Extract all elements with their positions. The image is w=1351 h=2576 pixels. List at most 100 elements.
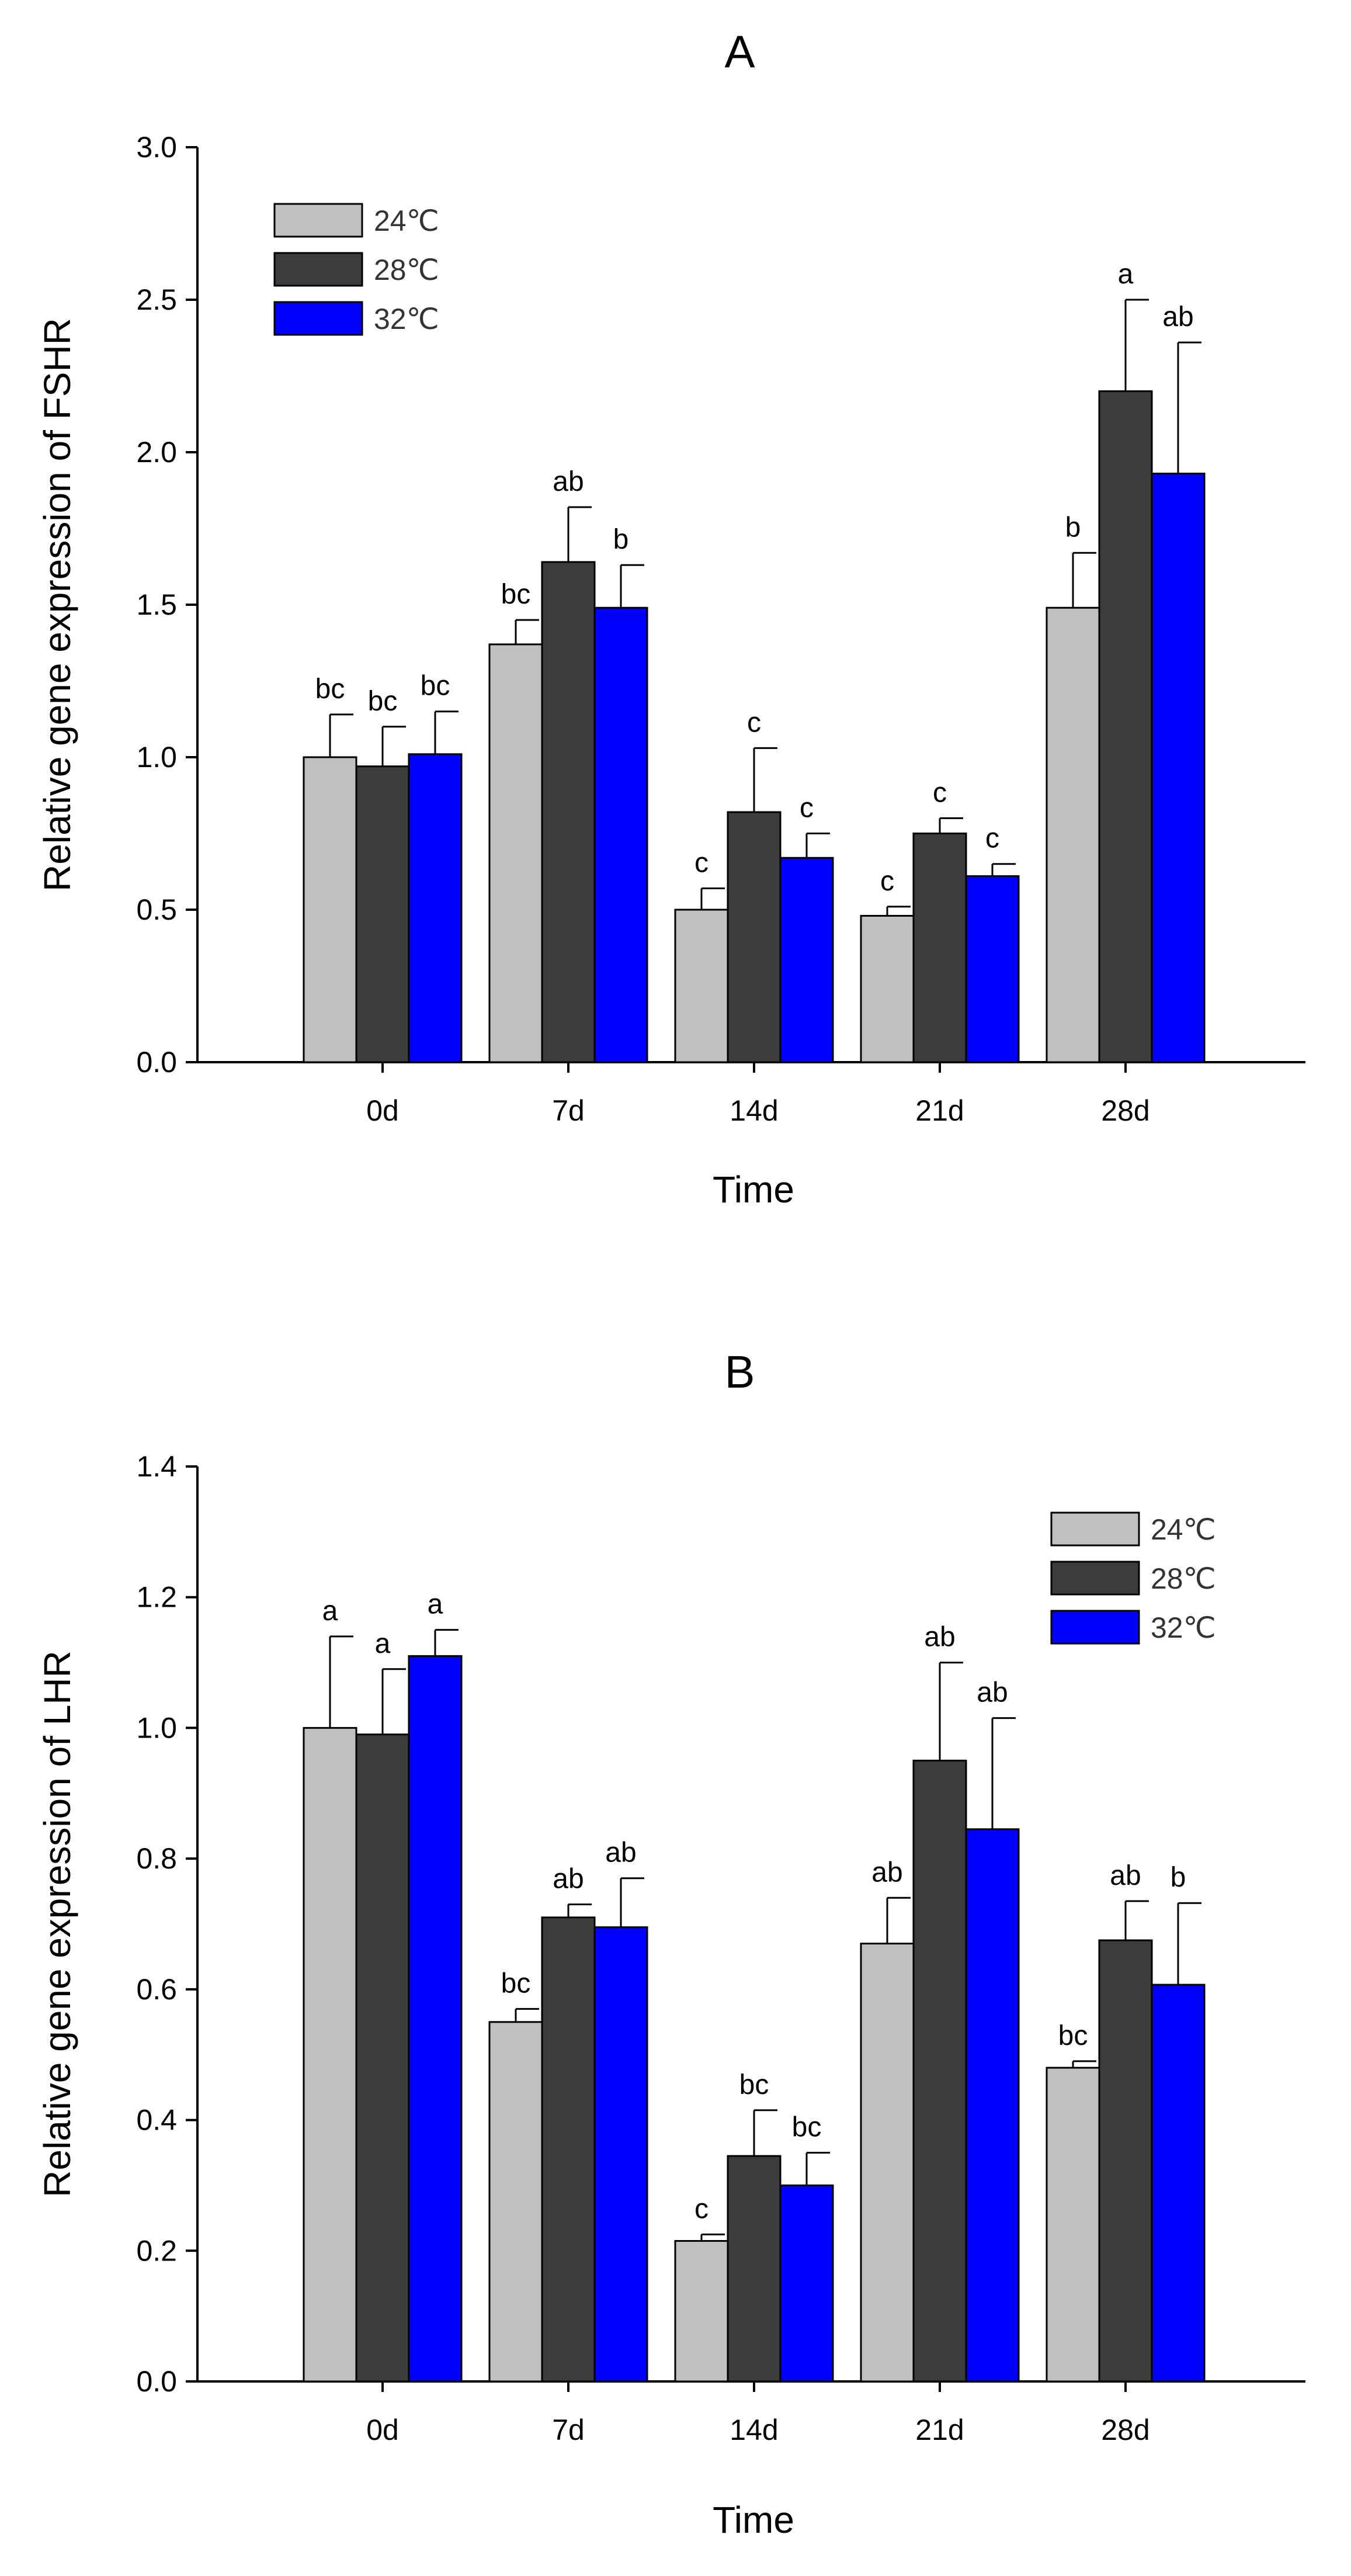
bar (593, 1926, 648, 2383)
bar (1098, 1939, 1153, 2383)
significance-label: bc (792, 2112, 822, 2143)
bar (912, 1759, 967, 2383)
legend-label: 24℃ (1151, 1513, 1216, 1546)
legend-swatch (1050, 1610, 1140, 1645)
bar (1046, 2067, 1100, 2383)
bar (912, 833, 967, 1063)
x-tick-label: 0d (366, 2414, 399, 2446)
y-tick-label: 2.5 (136, 283, 177, 316)
bar (303, 756, 357, 1063)
bar (965, 875, 1020, 1063)
significance-label: bc (315, 674, 345, 705)
y-tick-label: 0.5 (136, 893, 177, 926)
bar (1046, 606, 1100, 1063)
chart-title: A (724, 26, 755, 77)
significance-label: bc (739, 2069, 769, 2100)
x-tick-label: 0d (366, 1094, 399, 1127)
significance-label: ab (605, 1837, 636, 1868)
x-tick-label: 7d (552, 2414, 585, 2446)
significance-label: b (1171, 1862, 1186, 1893)
bar (965, 1828, 1020, 2383)
legend-swatch (1050, 1561, 1140, 1596)
bar (727, 811, 782, 1063)
x-tick-label: 28d (1101, 1094, 1149, 1127)
y-tick-label: 0.2 (136, 2234, 177, 2267)
x-axis-label: Time (713, 2499, 794, 2541)
y-tick-label: 1.2 (136, 1581, 177, 1614)
significance-label: ab (553, 1863, 584, 1894)
y-tick-label: 1.4 (136, 1450, 177, 1483)
significance-label: ab (1162, 301, 1193, 332)
bar (779, 857, 834, 1063)
bar (593, 606, 648, 1063)
legend-swatch (273, 301, 363, 336)
x-tick-label: 14d (730, 1094, 778, 1127)
bar (727, 2155, 782, 2383)
significance-label: c (985, 823, 999, 854)
significance-label: b (613, 524, 629, 555)
significance-label: c (747, 707, 761, 738)
y-tick-label: 0.6 (136, 1973, 177, 2006)
significance-label: ab (924, 1622, 955, 1653)
significance-label: a (322, 1596, 338, 1627)
legend-label: 32℃ (1151, 1611, 1216, 1644)
bar (408, 753, 463, 1063)
bar (779, 2184, 834, 2383)
y-tick-label: 3.0 (136, 131, 177, 164)
significance-label: c (694, 847, 709, 878)
y-tick-label: 2.0 (136, 436, 177, 469)
legend-swatch (273, 252, 363, 287)
significance-label: c (800, 793, 814, 824)
x-axis-label: Time (713, 1169, 794, 1211)
legend-label: 28℃ (374, 254, 439, 286)
legend-label: 32℃ (374, 303, 439, 335)
bar (1151, 473, 1206, 1063)
chart-title: B (724, 1346, 755, 1398)
legend-swatch (1050, 1511, 1140, 1547)
y-axis-label: Relative gene expression of LHR (36, 1651, 78, 2197)
x-tick-label: 14d (730, 2414, 778, 2446)
significance-label: ab (1110, 1860, 1141, 1891)
significance-label: bc (1058, 2020, 1088, 2051)
chart-b-lhr: B 0.0 0.2 0.4 0.6 0.8 1.0 1.2 1.4 Relative gene e… (36, 1346, 1305, 2541)
significance-label: ab (553, 466, 584, 497)
y-tick-label: 1.0 (136, 1711, 177, 1744)
significance-label: ab (871, 1857, 902, 1888)
significance-label: bc (368, 686, 398, 717)
y-tick-label: 0.0 (136, 1046, 177, 1079)
bar (408, 1655, 463, 2383)
significance-label: a (375, 1628, 391, 1659)
x-tick-label: 28d (1101, 2414, 1149, 2446)
significance-label: c (880, 866, 894, 897)
legend-label: 24℃ (374, 204, 439, 237)
significance-label: c (694, 2193, 709, 2224)
bar (303, 1726, 357, 2383)
bar (541, 561, 596, 1063)
bar (1151, 1984, 1206, 2383)
bar (355, 765, 410, 1063)
significance-label: ab (977, 1677, 1008, 1708)
x-tick-label: 7d (552, 1094, 585, 1127)
bar (355, 1733, 410, 2383)
legend-swatch (273, 203, 363, 238)
significance-label: bc (501, 1968, 531, 1999)
y-tick-label: 1.0 (136, 741, 177, 774)
significance-label: bc (421, 671, 450, 702)
legend-label: 28℃ (1151, 1562, 1216, 1595)
significance-label: a (1118, 259, 1134, 290)
bar (674, 909, 729, 1063)
bar (860, 914, 915, 1063)
x-tick-label: 21d (915, 1094, 964, 1127)
y-tick-label: 0.0 (136, 2365, 177, 2398)
bar (1098, 390, 1153, 1063)
significance-label: bc (501, 579, 531, 610)
bar (488, 2021, 543, 2383)
x-tick-label: 21d (915, 2414, 964, 2446)
bar (860, 1943, 915, 2383)
y-tick-label: 1.5 (136, 588, 177, 621)
chart-a-fshr: A 0.0 0.5 1.0 1.5 2.0 2.5 3.0 Relative gene expr… (36, 26, 1305, 1211)
y-axis-label: Relative gene expression of FSHR (36, 318, 78, 892)
bar (488, 643, 543, 1063)
significance-label: b (1065, 512, 1081, 543)
